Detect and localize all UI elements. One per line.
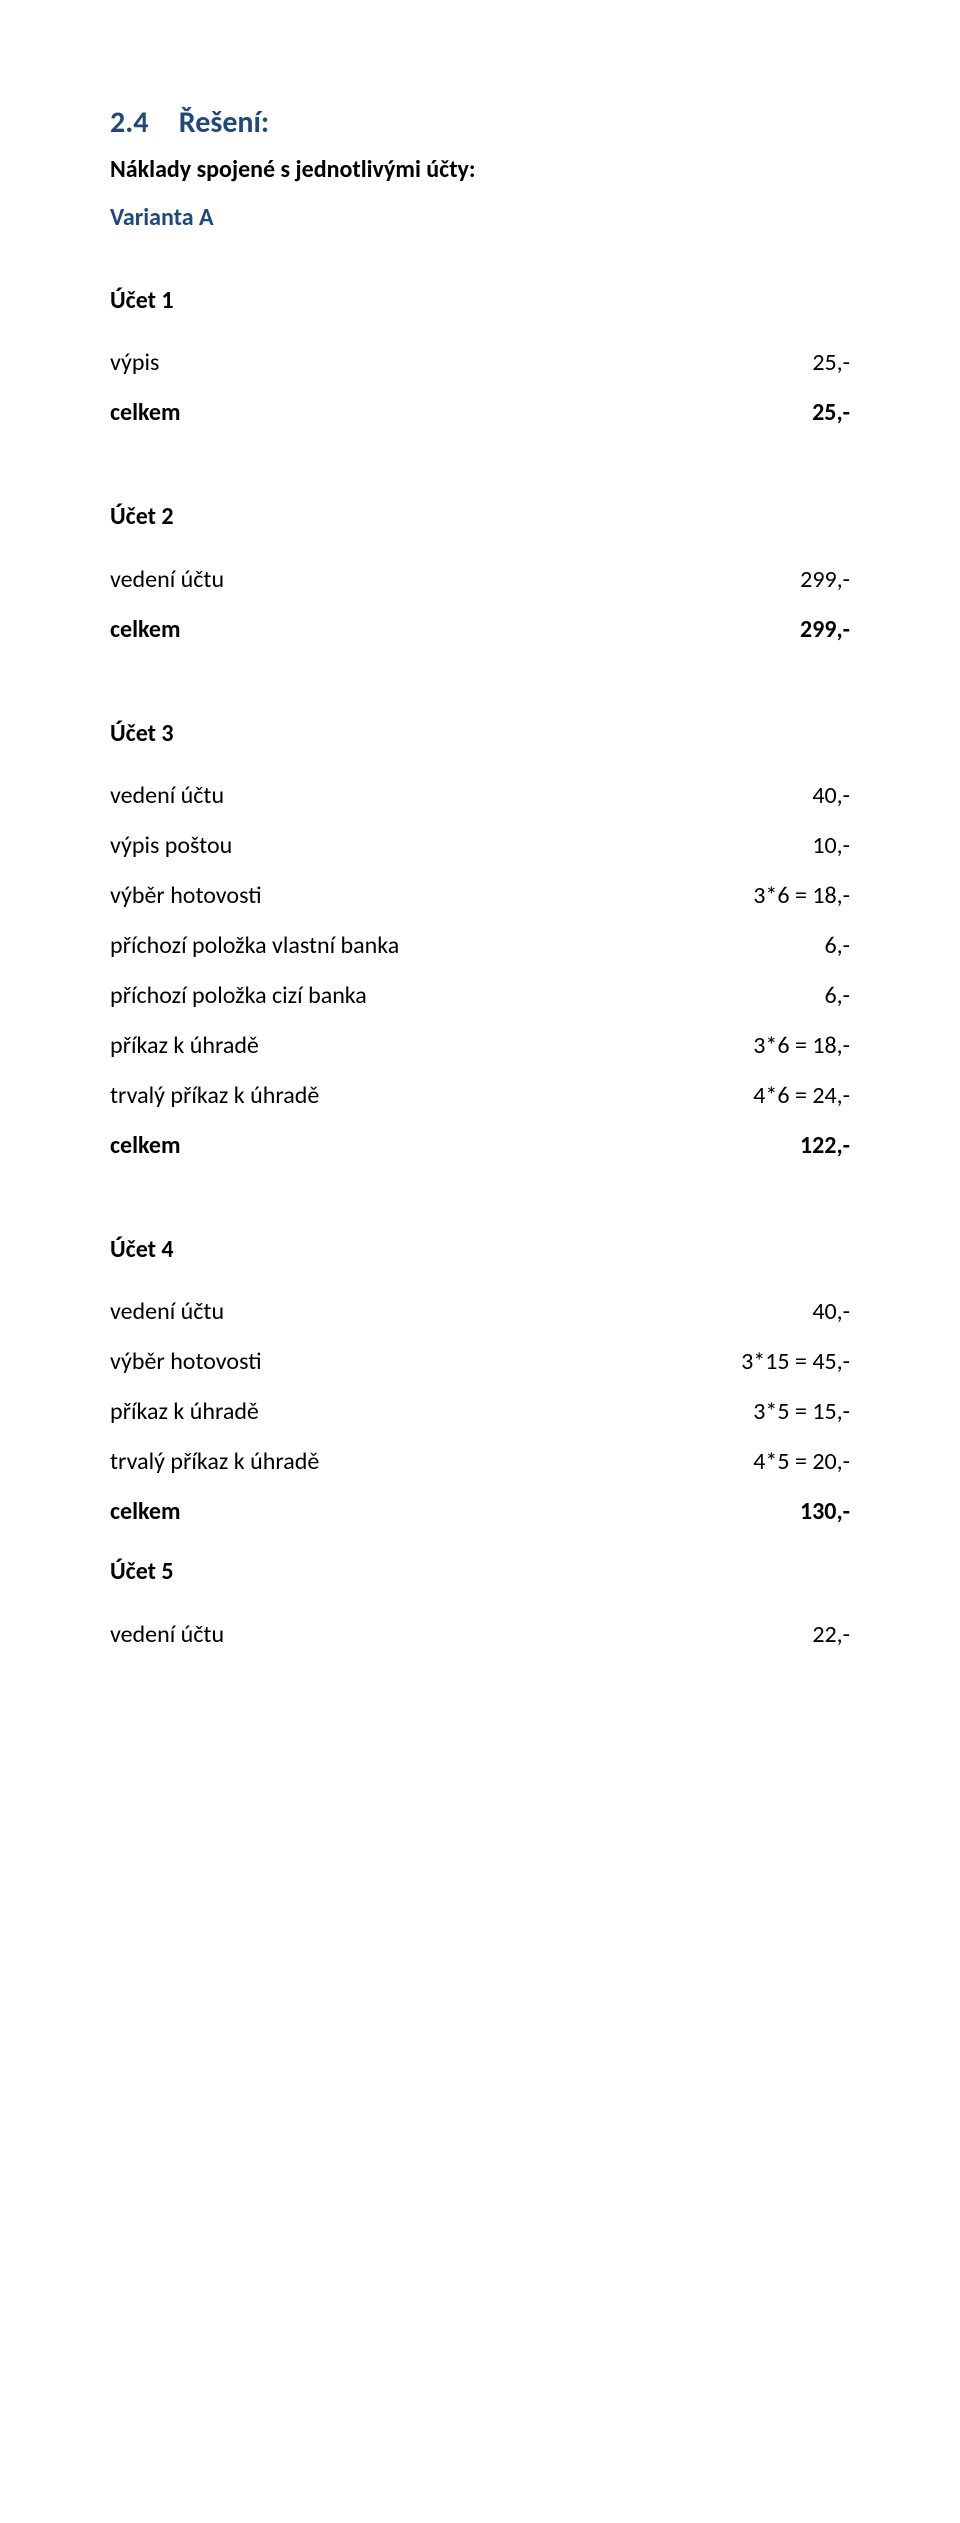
row-value: 40,- [812, 1291, 850, 1333]
account-title: Účet 1 [110, 282, 850, 320]
table-row: výpis 25,- [110, 342, 850, 384]
table-row: příkaz k úhradě 3*6 = 18,- [110, 1025, 850, 1067]
total-label: celkem [110, 1491, 181, 1533]
total-label: celkem [110, 392, 181, 434]
total-value: 122,- [800, 1125, 850, 1167]
account-title: Účet 5 [110, 1553, 850, 1591]
row-label: vedení účtu [110, 775, 224, 817]
table-row: trvalý příkaz k úhradě 4*5 = 20,- [110, 1441, 850, 1483]
row-value: 299,- [800, 559, 850, 601]
row-label: příkaz k úhradě [110, 1391, 259, 1433]
table-row: vedení účtu 22,- [110, 1614, 850, 1656]
row-label: vedení účtu [110, 1291, 224, 1333]
row-label: vedení účtu [110, 559, 224, 601]
row-value: 6,- [825, 925, 851, 967]
row-value: 40,- [812, 775, 850, 817]
account-title: Účet 3 [110, 715, 850, 753]
row-label: příkaz k úhradě [110, 1025, 259, 1067]
row-label: výpis poštou [110, 825, 232, 867]
row-value: 22,- [812, 1614, 850, 1656]
table-row: vedení účtu 40,- [110, 1291, 850, 1333]
table-row: příchozí položka cizí banka 6,- [110, 975, 850, 1017]
row-label: příchozí položka vlastní banka [110, 925, 399, 967]
row-value: 3*15 = 45,- [741, 1341, 850, 1383]
row-label: příchozí položka cizí banka [110, 975, 367, 1017]
section-number: 2.4 [110, 100, 172, 145]
account-title: Účet 2 [110, 498, 850, 536]
account-title: Účet 4 [110, 1231, 850, 1269]
row-value: 6,- [825, 975, 851, 1017]
table-row: výběr hotovosti 3*6 = 18,- [110, 875, 850, 917]
table-row: příkaz k úhradě 3*5 = 15,- [110, 1391, 850, 1433]
row-value: 4*5 = 20,- [753, 1441, 850, 1483]
table-row-total: celkem 130,- [110, 1491, 850, 1533]
table-row: výpis poštou 10,- [110, 825, 850, 867]
table-row: vedení účtu 299,- [110, 559, 850, 601]
row-value: 25,- [812, 342, 850, 384]
total-value: 130,- [800, 1491, 850, 1533]
table-row: příchozí položka vlastní banka 6,- [110, 925, 850, 967]
section-title: Řešení: [179, 104, 269, 141]
section-heading: 2.4 Řešení: [110, 100, 850, 145]
table-row-total: celkem 25,- [110, 392, 850, 434]
table-row: výběr hotovosti 3*15 = 45,- [110, 1341, 850, 1383]
variant-label: Varianta A [110, 199, 850, 237]
row-label: trvalý příkaz k úhradě [110, 1441, 319, 1483]
total-label: celkem [110, 1125, 181, 1167]
row-label: trvalý příkaz k úhradě [110, 1075, 319, 1117]
row-value: 3*6 = 18,- [753, 1025, 850, 1067]
table-row: trvalý příkaz k úhradě 4*6 = 24,- [110, 1075, 850, 1117]
row-label: výpis [110, 342, 159, 384]
table-row-total: celkem 299,- [110, 609, 850, 651]
row-label: výběr hotovosti [110, 875, 262, 917]
table-row-total: celkem 122,- [110, 1125, 850, 1167]
row-label: výběr hotovosti [110, 1341, 262, 1383]
row-label: vedení účtu [110, 1614, 224, 1656]
row-value: 4*6 = 24,- [753, 1075, 850, 1117]
row-value: 3*6 = 18,- [753, 875, 850, 917]
total-value: 25,- [812, 392, 850, 434]
table-row: vedení účtu 40,- [110, 775, 850, 817]
total-value: 299,- [800, 609, 850, 651]
row-value: 10,- [812, 825, 850, 867]
total-label: celkem [110, 609, 181, 651]
row-value: 3*5 = 15,- [753, 1391, 850, 1433]
section-subheading: Náklady spojené s jednotlivými účty: [110, 151, 850, 189]
